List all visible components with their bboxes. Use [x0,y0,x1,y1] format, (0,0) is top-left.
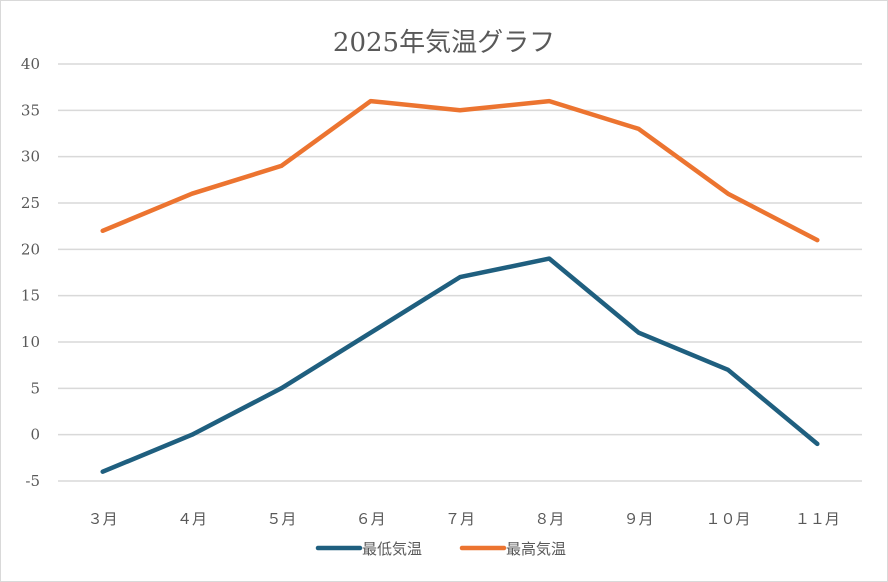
y-tick-label: 40 [21,55,40,73]
x-tick-label: ９月 [624,510,654,528]
x-tick-label: ５月 [266,510,296,528]
y-tick-label: 5 [30,379,40,397]
y-tick-label: 0 [30,426,40,444]
x-tick-label: ３月 [88,510,118,528]
gridlines [58,63,862,482]
x-tick-label: ６月 [356,510,386,528]
x-axis-ticks: ３月 ４月 ５月 ６月 ７月 ８月 ９月 １０月 １１月 [88,510,840,528]
y-tick-label: 10 [21,333,40,351]
series-lines [100,98,820,474]
x-tick-label: ７月 [445,510,475,528]
y-tick-label: 30 [21,148,40,166]
legend: 最低気温 最高気温 [315,540,566,558]
y-tick-label: 20 [21,240,40,258]
series-line-min-temp [100,256,820,474]
x-tick-label: １１月 [795,510,840,528]
x-tick-label: ４月 [177,510,207,528]
chart-title: 2025年気温グラフ [333,28,555,58]
x-tick-label: １０月 [705,510,750,528]
legend-label: 最高気温 [506,540,566,558]
y-axis-ticks: 40 35 30 25 20 15 10 5 0 -5 [21,55,40,490]
y-tick-label: 15 [21,287,40,305]
x-tick-label: ８月 [534,510,564,528]
y-tick-label: 25 [21,194,40,212]
y-tick-label: -5 [25,472,40,490]
series-line-max-temp [100,98,820,243]
y-tick-label: 35 [21,101,40,119]
legend-label: 最低気温 [362,540,422,558]
